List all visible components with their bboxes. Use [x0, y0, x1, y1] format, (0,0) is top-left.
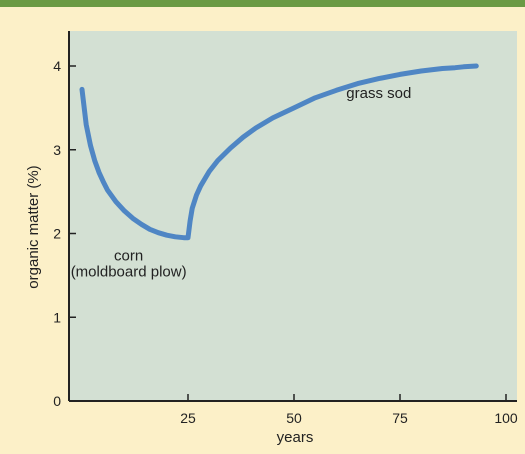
y-tick-label: 3: [53, 142, 61, 158]
organic-matter-curve: [79, 63, 479, 241]
line-chart: 25 50 75 100 0 1 2 3 4 corn(moldboard plow) gras…: [25, 31, 518, 446]
annotation-corn: corn: [114, 248, 143, 265]
x-tick-label: 75: [392, 410, 408, 426]
y-tick-label: 0: [53, 393, 61, 409]
annotation-grass-sod: grass sod: [346, 85, 411, 102]
x-tick-label: 25: [180, 410, 196, 426]
annotations: corn(moldboard plow) grass sod: [71, 85, 412, 281]
x-axis: 25 50 75 100: [69, 394, 518, 426]
annotation-corn: (moldboard plow): [71, 264, 187, 281]
y-tick-label: 1: [53, 309, 61, 325]
y-tick-label: 2: [53, 226, 61, 242]
plot-area: [69, 31, 517, 401]
x-axis-label: years: [277, 429, 314, 446]
y-axis: 0 1 2 3 4: [53, 31, 76, 409]
y-axis-label: organic matter (%): [25, 165, 42, 288]
x-tick-label: 100: [494, 410, 518, 426]
x-tick-label: 50: [286, 410, 302, 426]
y-tick-label: 4: [53, 58, 61, 74]
